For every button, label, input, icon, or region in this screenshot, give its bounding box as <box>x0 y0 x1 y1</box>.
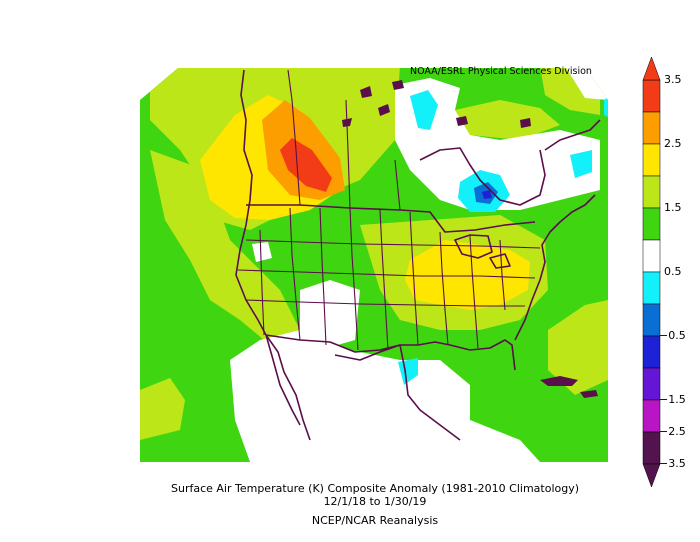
colorbar-box-6 <box>642 271 661 305</box>
mexico-east-coastline <box>399 344 461 441</box>
west-coastline <box>235 69 311 441</box>
province-line-1 <box>287 69 301 206</box>
colorbar-label: 1.5 <box>664 201 682 214</box>
state-line-6 <box>409 211 419 346</box>
province-line-2 <box>345 99 351 209</box>
colorbar-box-0 <box>642 79 661 113</box>
hudson-bay-coastline <box>419 147 546 206</box>
state-line-8 <box>469 235 479 349</box>
anomaly-zone-white-west <box>252 242 272 262</box>
colorbar-box-5 <box>642 239 661 273</box>
colorbar-box-1 <box>642 111 661 145</box>
state-line-3 <box>319 207 327 346</box>
colorbar-label: 3.5 <box>664 73 682 86</box>
anomaly-zone-white-nm <box>300 280 360 350</box>
state-line-7 <box>439 231 449 346</box>
colorbar-label: −1.5 <box>659 393 686 406</box>
anomaly-zone-red <box>280 138 332 192</box>
arctic-island-3 <box>342 118 352 127</box>
colorbar-arrow-top <box>642 56 661 81</box>
colorbar-label: −0.5 <box>659 329 686 342</box>
caribbean-island-2 <box>580 390 598 398</box>
anomaly-zone-cyan-east <box>604 96 608 118</box>
great-lakes <box>454 234 493 259</box>
anomaly-zone-white-southwest <box>230 330 540 462</box>
state-line-h1 <box>245 239 541 249</box>
colorbar-box-8 <box>642 335 661 369</box>
us-canada-border <box>246 204 536 233</box>
colorbar-box-2 <box>642 143 661 177</box>
colorbar-box-10 <box>642 399 661 433</box>
credit-label: NOAA/ESRL Physical Sciences Division <box>410 66 592 77</box>
anomaly-zone-darkblue <box>482 190 492 199</box>
east-coastline <box>514 194 596 341</box>
colorbar-label: 0.5 <box>664 265 682 278</box>
map-caption-source: NCEP/NCAR Reanalysis <box>311 514 439 527</box>
arctic-island-5 <box>456 116 468 126</box>
anomaly-zone-yg-canada-east <box>455 100 560 140</box>
colorbar-box-7 <box>642 303 661 337</box>
colorbar-box-11 <box>642 431 661 465</box>
anomaly-zone-yg-atlantic <box>548 300 608 395</box>
us-mexico-border <box>265 334 401 353</box>
gulf-coastline <box>334 339 516 371</box>
arctic-island-1 <box>360 86 372 98</box>
anomaly-zone-white-canada <box>395 78 600 210</box>
colorbar-box-4 <box>642 207 661 241</box>
labrador-coastline <box>544 119 601 151</box>
map-caption-title: Surface Air Temperature (K) Composite An… <box>170 482 580 495</box>
colorbar-label: −2.5 <box>659 425 686 438</box>
arctic-island-4 <box>392 80 404 90</box>
baja-coastline <box>265 334 301 426</box>
anomaly-zone-yg-southwest <box>140 378 185 440</box>
colorbar-box-3 <box>642 175 661 209</box>
state-line-4 <box>349 207 359 351</box>
anomaly-zone-cyan-arctic <box>410 90 438 130</box>
great-lakes-2 <box>489 253 511 269</box>
colorbar-arrow-bottom <box>642 463 661 488</box>
anomaly-zone-cyan-labrador <box>570 150 592 178</box>
state-line-h3 <box>245 299 525 307</box>
arctic-island-6 <box>520 118 531 128</box>
caribbean-island-1 <box>540 376 578 386</box>
state-line-1 <box>259 229 265 336</box>
colorbar <box>642 56 661 488</box>
state-line-9 <box>499 239 506 311</box>
state-line-h2 <box>237 269 536 279</box>
colorbar-box-9 <box>642 367 661 401</box>
province-line-3 <box>394 159 401 211</box>
state-line-2 <box>289 207 301 341</box>
arctic-island-2 <box>378 104 390 116</box>
anomaly-zone-cyan-mexico <box>398 358 418 385</box>
colorbar-label: −3.5 <box>659 457 686 470</box>
anomaly-zone-yellow-midwest <box>405 240 530 310</box>
map-caption-dates: 12/1/18 to 1/30/19 <box>323 495 427 508</box>
colorbar-label: 2.5 <box>664 137 682 150</box>
